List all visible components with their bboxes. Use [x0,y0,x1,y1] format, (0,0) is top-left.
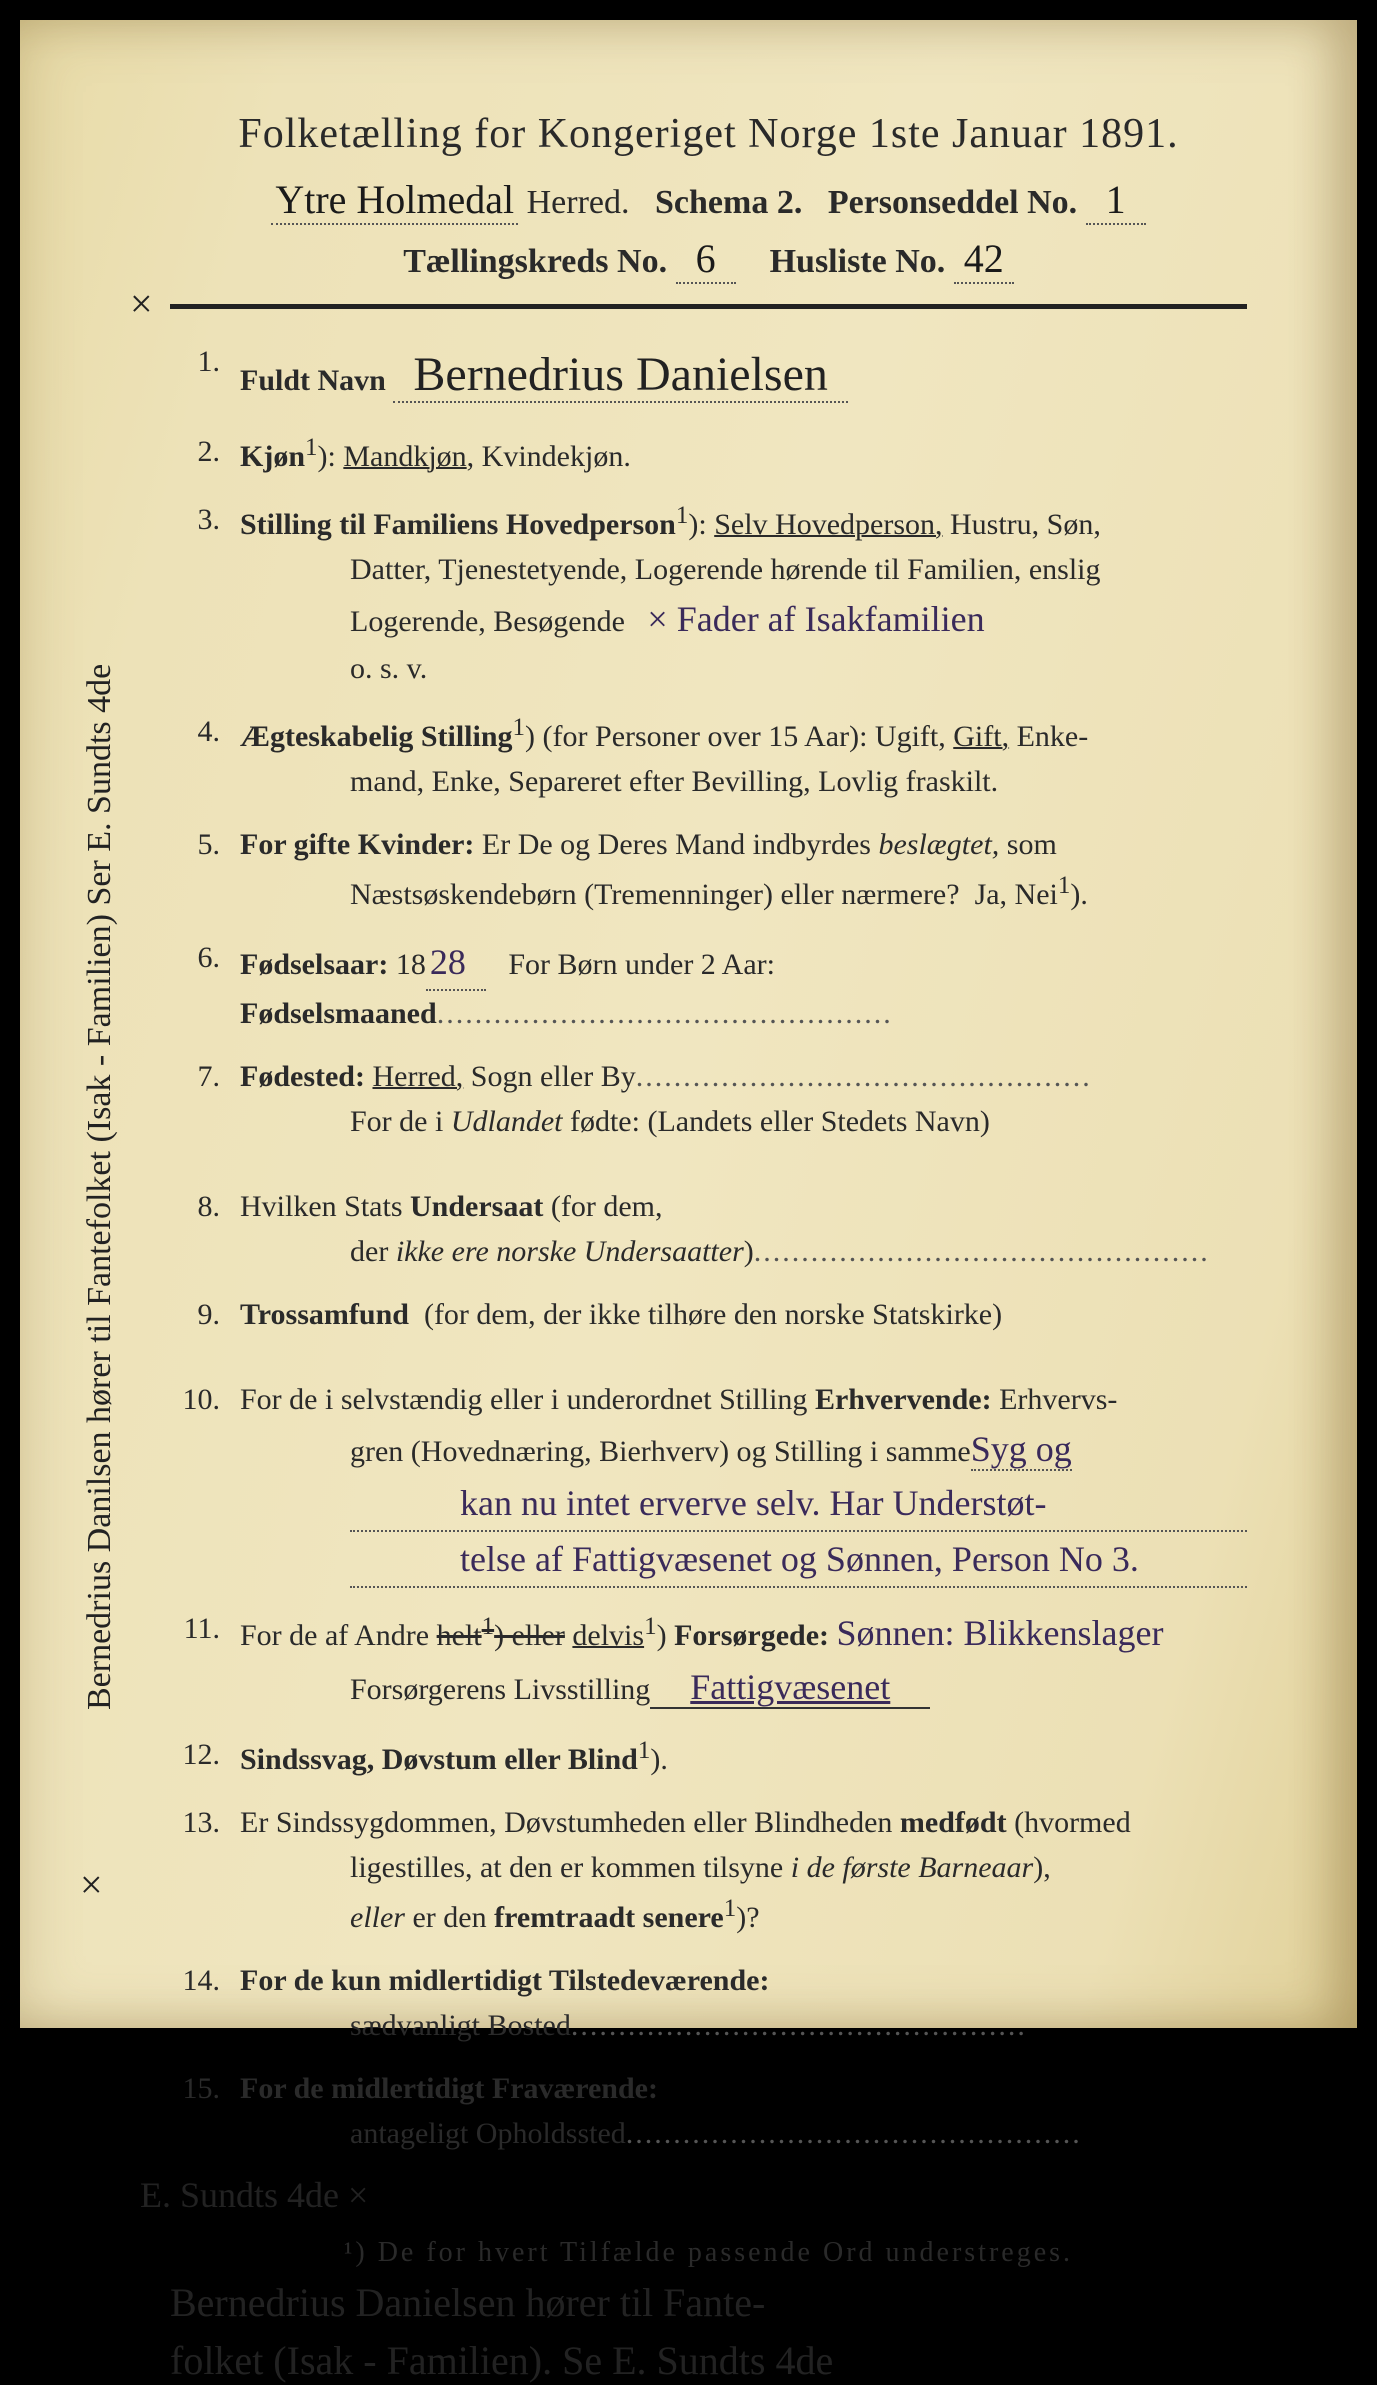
bottom-hand-line1: Bernedrius Danielsen hører til Fante- [170,2279,1247,2327]
kreds-line: Tællingskreds No. 6 Husliste No. 42 [170,235,1247,284]
num-1: 1. [170,339,220,384]
husliste-label: Husliste No. [770,243,946,280]
item-3-line4: o. s. v. [240,646,1247,691]
item-8: 8. Hvilken Stats Undersaat (for dem, der… [170,1184,1247,1274]
left-margin-handwriting: Bernedrius Danilsen hører til Fantefolke… [80,110,121,1710]
label-4: Ægteskabelig Stilling [240,720,513,753]
herred-handwritten: Ytre Holmedal [271,176,518,225]
item-11-text4: Forsørgerens LivsstillingFattigvæsenet [240,1660,1247,1714]
num-4: 4. [170,709,220,754]
bottom-hand-line2: folket (Isak - Familien). Se E. Sundts 4… [170,2337,1247,2385]
x-mark-top: × [130,280,153,327]
item-7: 7. Fødested: Herred, Sogn eller By For d… [170,1054,1247,1144]
item-3-line3a: Logerende, Besøgende [350,605,625,638]
item-3-line2: Datter, Tjenestetyende, Logerende hørend… [240,547,1247,592]
num-12: 12. [170,1732,220,1777]
item-3-handnote: × Fader af Isakfamilien [647,599,984,639]
footnote: ¹) De for hvert Tilfælde passende Ord un… [170,2237,1247,2269]
item-8-text2: der ikke ere norske Undersaatter) [240,1229,1247,1274]
item-3-line3: Logerende, Besøgende × Fader af Isakfami… [240,592,1247,646]
item-10-text2: gren (Hovednæring, Bierhverv) og Stillin… [240,1422,1247,1476]
item-9-text: (for dem, der ikke tilhøre den norske St… [424,1298,1002,1331]
item-4-line2: mand, Enke, Separeret efter Bevilling, L… [240,759,1247,804]
divider-rule [170,304,1247,309]
item-15-text: antageligt Opholdssted [240,2111,1247,2156]
item-11-hand1: Sønnen: Blikkenslager [837,1613,1164,1653]
label-12: Sindssvag, Døvstum eller Blind [240,1743,638,1776]
num-14: 14. [170,1958,220,2003]
item-5-text2: Næstsøskendebørn (Tremenninger) eller næ… [240,867,1247,917]
item-14-text: sædvanligt Bosted [240,2003,1247,2048]
label-9: Trossamfund [240,1298,409,1331]
opt-gift: Gift, [953,720,1009,753]
item-14: 14. For de kun midlertidigt Tilstedevære… [170,1958,1247,2048]
num-3: 3. [170,497,220,542]
item-6: 6. Fødselsaar: 1828 For Børn under 2 Aar… [170,935,1247,1036]
opt-selv: Selv Hovedperson, [714,508,942,541]
num-13: 13. [170,1800,220,1845]
main-title: Folketælling for Kongeriget Norge 1ste J… [170,110,1247,158]
item-3: 3. Stilling til Familiens Hovedperson1):… [170,497,1247,691]
num-9: 9. [170,1292,220,1337]
num-10: 10. [170,1377,220,1422]
label-3: Stilling til Familiens Hovedperson [240,508,676,541]
num-7: 7. [170,1054,220,1099]
label-7: Fødested: [240,1060,365,1093]
sup-4: 1 [513,714,526,741]
label-14: For de kun midlertidigt Tilstedeværende: [240,1964,769,1997]
x-mark-bottom: × [80,1861,103,1908]
year-hand: 28 [426,935,486,991]
item-12: 12. Sindssvag, Døvstum eller Blind1). [170,1732,1247,1782]
item-13-text3: eller er den fremtraadt senere1)? [240,1890,1247,1940]
bottom-hand-sundts: E. Sundts 4de × [140,2174,1247,2217]
sup-3: 1 [676,502,689,529]
fullname-hand: Bernedrius Danielsen [393,348,848,403]
item-10: 10. For de i selvstændig eller i underor… [170,1377,1247,1588]
opt-mandkjon: Mandkjøn [343,440,466,473]
label-5: For gifte Kvinder: [240,828,474,861]
label-6c: Fødselsmaaned [240,997,437,1030]
num-11: 11. [170,1606,220,1651]
item-2: 2. Kjøn1): Mandkjøn, Kvindekjøn. [170,429,1247,479]
husliste-no: 42 [954,235,1014,284]
item-11: 11. For de af Andre helt1) eller delvis1… [170,1606,1247,1714]
item-15: 15. For de midlertidigt Fraværende: anta… [170,2066,1247,2156]
item-9: 9. Trossamfund (for dem, der ikke tilhør… [170,1292,1247,1337]
item-13: 13. Er Sindssygdommen, Døvstumheden elle… [170,1800,1247,1940]
personseddel-no: 1 [1086,176,1146,225]
schema-label: Schema 2. [655,184,802,221]
item-5: 5. For gifte Kvinder: Er De og Deres Man… [170,822,1247,917]
item-7-text2: For de i Udlandet fødte: (Landets eller … [240,1099,1247,1144]
num-15: 15. [170,2066,220,2111]
num-8: 8. [170,1184,220,1229]
num-6: 6. [170,935,220,980]
personseddel-label: Personseddel No. [828,184,1077,221]
label-6a: Fødselsaar: [240,948,388,981]
item-1: 1. Fuldt Navn Bernedrius Danielsen [170,339,1247,411]
item-10-hand2: kan nu intet erverve selv. Har Understøt… [350,1476,1247,1532]
label-6b: For Børn under 2 Aar: [508,948,775,981]
item-10-hand3: telse af Fattigvæsenet og Sønnen, Person… [350,1532,1247,1588]
label-1: Fuldt Navn [240,364,386,397]
sup-2: 1 [305,434,318,461]
label-2: Kjøn [240,440,305,473]
form-list: 1. Fuldt Navn Bernedrius Danielsen 2. Kj… [170,339,1247,2156]
opt-herred: Herred, [372,1060,463,1093]
herred-line: Ytre Holmedal Herred. Schema 2. Personse… [170,176,1247,225]
kreds-no: 6 [676,235,736,284]
item-4: 4. Ægteskabelig Stilling1) (for Personer… [170,709,1247,804]
num-2: 2. [170,429,220,474]
dots-6 [437,997,893,1030]
num-5: 5. [170,822,220,867]
kreds-label: Tællingskreds No. [403,243,667,280]
census-form-page: Bernedrius Danilsen hører til Fantefolke… [20,20,1357,2028]
item-5-text1: Er De og Deres Mand indbyrdes beslægtet,… [482,828,1057,861]
label-15: For de midlertidigt Fraværende: [240,2072,658,2105]
herred-label: Herred. [527,184,630,221]
year-prefix: 18 [396,948,426,981]
item-13-text2: ligestilles, at den er kommen tilsyne i … [240,1845,1247,1890]
dots-7 [636,1060,1092,1093]
